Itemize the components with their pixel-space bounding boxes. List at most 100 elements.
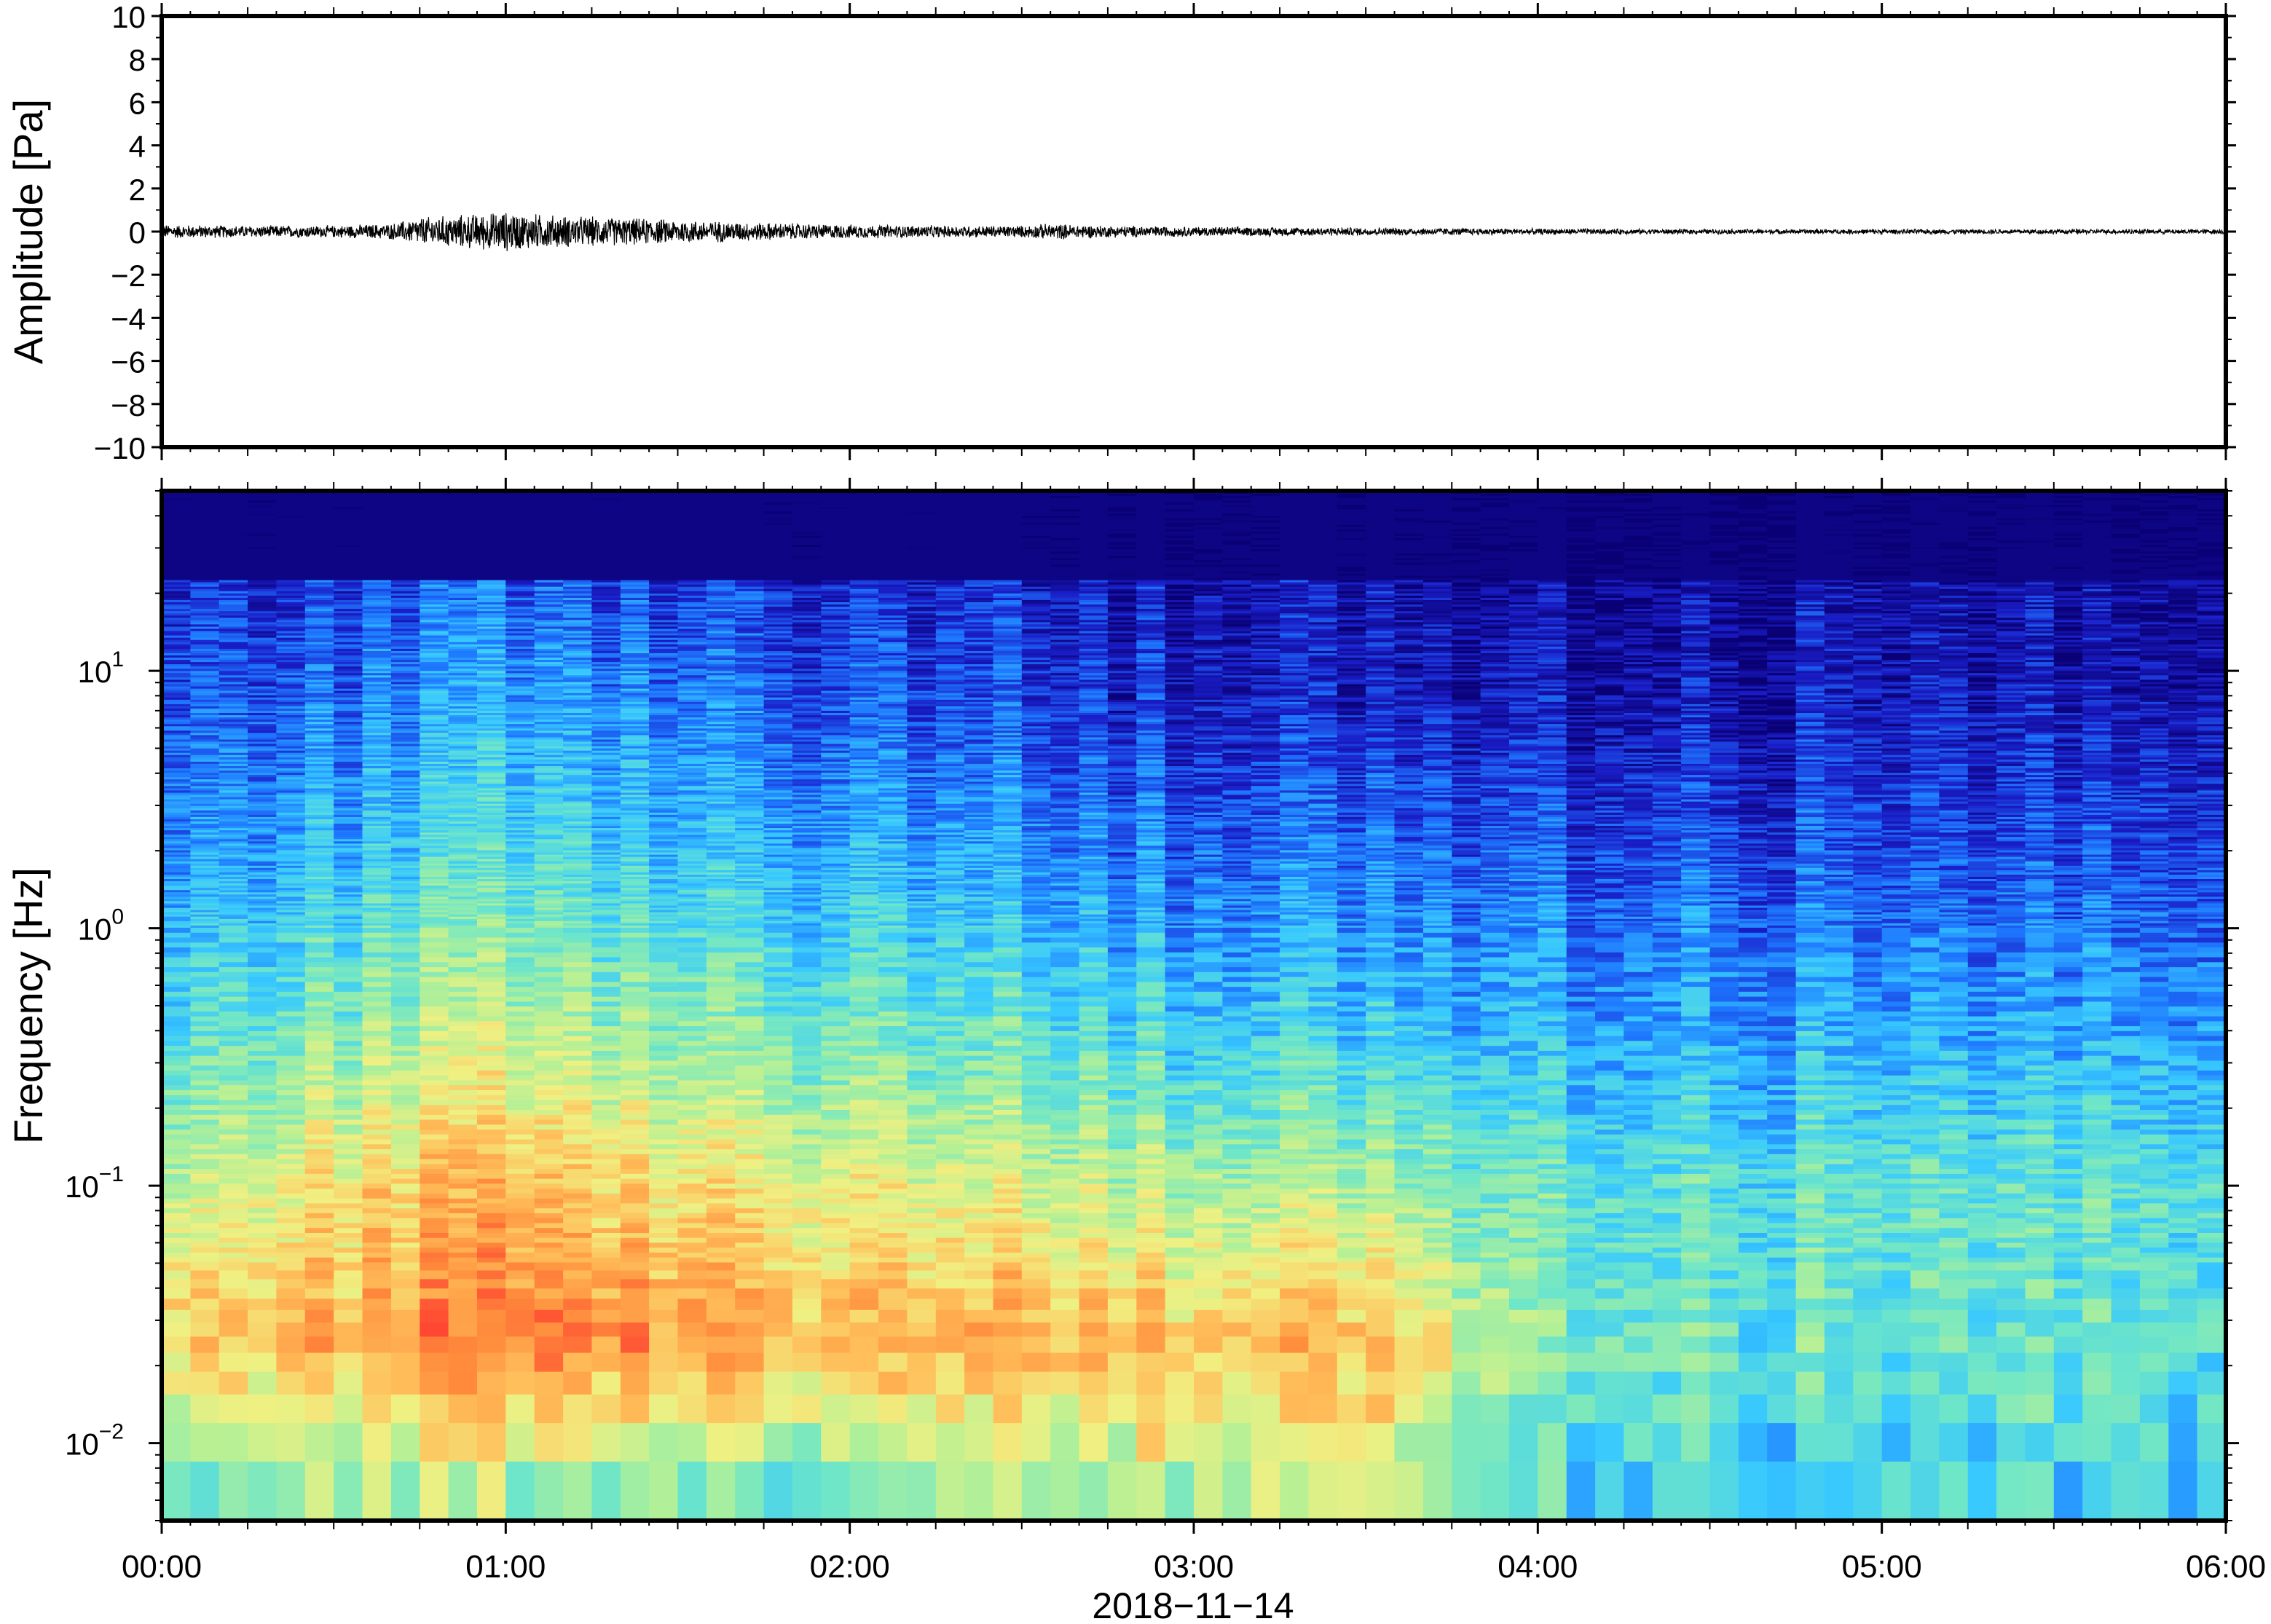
heatmap-cell: [219, 679, 248, 682]
heatmap-cell: [449, 591, 478, 594]
heatmap-cell: [248, 962, 277, 967]
heatmap-cell: [391, 1279, 420, 1288]
heatmap-cell: [449, 715, 478, 718]
heatmap-cell: [363, 728, 392, 731]
heatmap-cell: [276, 582, 305, 585]
heatmap-cell: [505, 588, 535, 591]
heatmap-cell: [219, 697, 248, 700]
heatmap-cell: [420, 826, 449, 829]
heatmap-cell: [563, 1119, 592, 1124]
heatmap-cell: [391, 877, 420, 880]
heatmap-cell: [391, 810, 420, 813]
heatmap-cell: [219, 507, 248, 510]
heatmap-cell: [190, 826, 219, 829]
heatmap-cell: [219, 726, 248, 729]
heatmap-cell: [591, 957, 621, 962]
heatmap-cell: [162, 962, 191, 967]
heatmap-cell: [190, 1178, 219, 1183]
heatmap-cell: [276, 1036, 305, 1041]
heatmap-cell: [391, 635, 420, 638]
heatmap-cell: [591, 722, 621, 725]
heatmap-cell: [162, 925, 191, 928]
heatmap-cell: [477, 562, 506, 565]
heatmap-cell: [162, 1178, 191, 1183]
heatmap-cell: [505, 1164, 535, 1169]
heatmap-cell: [162, 620, 191, 623]
heatmap-cell: [363, 1144, 392, 1149]
heatmap-cell: [276, 586, 305, 589]
heatmap-cell: [477, 854, 506, 857]
heatmap-cell: [276, 1288, 305, 1299]
heatmap-cell: [334, 1119, 363, 1124]
heatmap-cell: [563, 1134, 592, 1139]
heatmap-cell: [535, 982, 564, 987]
heatmap-cell: [305, 1309, 334, 1323]
heatmap-cell: [505, 1075, 535, 1080]
heatmap-cell: [248, 1242, 277, 1247]
heatmap-cell: [563, 500, 592, 503]
heatmap-cell: [449, 907, 478, 910]
heatmap-cell: [162, 531, 191, 534]
heatmap-cell: [505, 744, 535, 746]
heatmap-cell: [591, 1213, 621, 1218]
heatmap-cell: [391, 1030, 420, 1036]
heatmap-cell: [591, 848, 621, 851]
heatmap-cell: [276, 770, 305, 773]
heatmap-cell: [305, 1270, 334, 1279]
heatmap-cell: [219, 658, 248, 661]
heatmap-cell: [563, 620, 592, 623]
heatmap-cell: [591, 505, 621, 508]
heatmap-cell: [334, 556, 363, 559]
heatmap-cell: [449, 682, 478, 685]
heatmap-cell: [563, 883, 592, 886]
heatmap-cell: [190, 1247, 219, 1253]
heatmap-cell: [591, 781, 621, 784]
heatmap-cell: [334, 790, 363, 793]
heatmap-cell: [219, 1105, 248, 1110]
heatmap-cell: [563, 644, 592, 647]
heatmap-cell: [334, 808, 363, 811]
heatmap-cell: [219, 642, 248, 645]
heatmap-cell: [449, 883, 478, 886]
heatmap-cell: [248, 709, 277, 712]
heatmap-cell: [305, 513, 334, 516]
heatmap-cell: [219, 1070, 248, 1075]
heatmap-cell: [334, 699, 363, 702]
heatmap-cell: [621, 1030, 650, 1036]
heatmap-cell: [305, 622, 334, 625]
heatmap-cell: [219, 1001, 248, 1006]
heatmap-cell: [621, 1090, 650, 1095]
heatmap-cell: [591, 826, 621, 829]
heatmap-cell: [219, 618, 248, 620]
heatmap-cell: [621, 662, 650, 665]
heatmap-cell: [363, 1213, 392, 1218]
heatmap-cell: [248, 741, 277, 744]
heatmap-cell: [449, 1218, 478, 1223]
heatmap-cell: [563, 648, 592, 651]
heatmap-cell: [449, 1060, 478, 1065]
heatmap-cell: [363, 1114, 392, 1119]
heatmap-cell: [219, 896, 248, 899]
heatmap-cell: [535, 896, 564, 899]
heatmap-cell: [334, 861, 363, 864]
heatmap-cell: [305, 688, 334, 691]
heatmap-cell: [420, 618, 449, 620]
heatmap-cell: [563, 569, 592, 572]
heatmap-cell: [449, 901, 478, 904]
heatmap-cell: [477, 824, 506, 827]
heatmap-cell: [219, 1085, 248, 1090]
heatmap-cell: [391, 1021, 420, 1026]
heatmap-cell: [334, 713, 363, 716]
heatmap-cell: [621, 923, 650, 926]
heatmap-cell: [591, 757, 621, 760]
heatmap-cell: [420, 1237, 449, 1242]
heatmap-cell: [563, 706, 592, 709]
heatmap-cell: [449, 633, 478, 636]
heatmap-cell: [334, 942, 363, 947]
heatmap-cell: [162, 556, 191, 559]
heatmap-cell: [391, 1119, 420, 1124]
heatmap-cell: [449, 750, 478, 753]
heatmap-cell: [276, 1173, 305, 1178]
heatmap-cell: [363, 937, 392, 942]
heatmap-cell: [276, 648, 305, 651]
